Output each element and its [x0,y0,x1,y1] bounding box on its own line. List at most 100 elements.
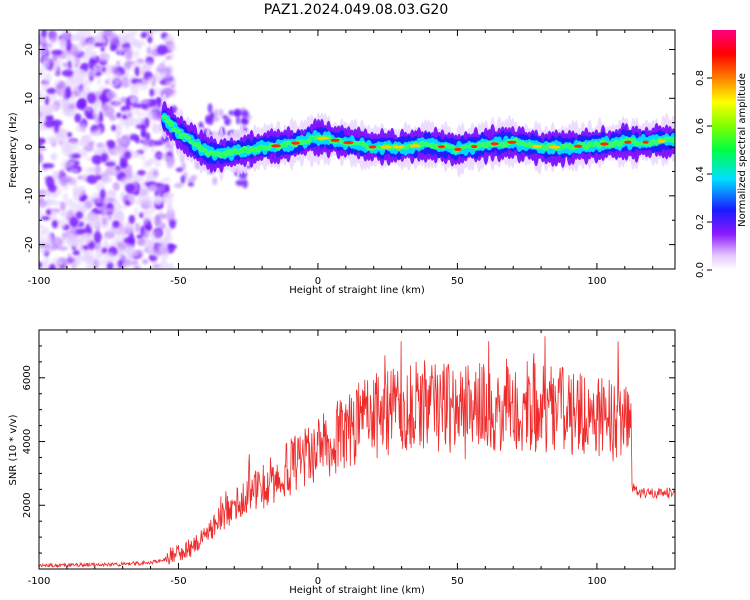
snr-ticks: -100 -50 0 50 100 2000 4000 6000 [22,329,675,587]
heatmap-noise-mark [111,124,117,132]
heatmap-noise-mark [145,171,153,182]
heatmap-noise-mark [152,121,157,132]
heatmap-noise-mark [104,251,116,264]
heatmap-noise-mark [141,155,146,161]
heatmap-noise-mark [54,71,61,77]
heatmap-peak-mark [271,144,281,148]
heatmap-noise-mark [134,172,145,184]
snr-ytick-label: 4000 [22,429,33,454]
heatmap-noise-mark [121,114,128,120]
snr-ytick-label: 2000 [22,493,33,518]
snr-xtick-label: 50 [451,576,464,587]
heatmap-noise-mark [41,43,53,48]
heatmap-noise-mark [55,218,67,230]
heatmap-noise-mark [125,221,135,230]
heatmap-noise-mark [146,159,153,166]
heatmap-noise-mark [81,232,93,244]
heatmap-noise-mark [60,38,67,50]
heatmap-noise-mark [72,249,81,256]
heatmap-noise-mark [88,71,95,78]
heatmap-noise-mark [39,114,45,125]
heatmap-noise-mark [94,98,101,108]
heatmap-peak-mark [624,140,632,144]
heatmap-noise-mark [128,232,135,243]
heatmap-noise-mark [51,236,63,249]
heatmap-peak-mark [291,141,300,145]
heatmap-noise-mark [61,69,74,77]
heatmap-noise-mark [116,241,127,250]
heatmap-noise-mark [116,60,121,67]
heatmap-noise-mark [144,116,150,129]
heatmap-noise-mark [39,110,43,118]
heatmap-noise-mark [134,136,140,144]
heatmap-noise-mark [116,253,126,263]
heatmap-ytick-label: -20 [24,236,35,252]
heatmap-noise-mark [134,66,140,77]
heatmap-noise-mark [152,112,163,121]
snr-xtick-label: -100 [28,576,51,587]
heatmap-ridge-mark [449,144,456,150]
heatmap-noise-mark [153,243,159,254]
heatmap-noise-mark [146,220,152,231]
heatmap-noise-mark [165,45,178,52]
heatmap-noise-mark [159,178,166,185]
heatmap-ytick-label: -10 [24,188,35,204]
heatmap-noise-mark [101,174,112,184]
heatmap-noise-mark [43,106,53,117]
heatmap-noise-mark [96,259,108,267]
heatmap-noise-mark [157,64,164,70]
heatmap-noise-mark [39,230,47,235]
heatmap-noise-mark [141,258,149,265]
heatmap-noise-mark [106,190,116,198]
heatmap-noise-mark [157,184,166,193]
heatmap-transition-mark [212,176,218,186]
heatmap-transition-mark [190,174,198,181]
colorbar-tick-label: 0.2 [695,214,706,230]
heatmap-noise-mark [59,168,65,178]
heatmap-transition-mark [214,108,219,118]
heatmap-ridge-mark [305,138,312,144]
heatmap-noise-mark [63,97,70,109]
heatmap-noise-mark [93,64,98,76]
heatmap-noise-mark [133,60,140,65]
heatmap-noise-mark [150,147,156,153]
heatmap-noise-mark [51,257,64,266]
heatmap-noise-mark [86,156,92,162]
heatmap-noise-mark [142,140,153,148]
heatmap-noise-mark [103,237,109,250]
heatmap-noise-mark [118,259,123,269]
heatmap-noise-mark [67,253,72,265]
heatmap-noise-mark [166,197,174,207]
heatmap-noise-mark [94,42,104,47]
heatmap-noise-mark [77,201,88,214]
heatmap-noise-mark [85,261,91,269]
heatmap-noise-mark [108,33,119,46]
heatmap-noise-mark [91,197,103,203]
colorbar: 0.0 0.2 0.4 0.6 0.8 Normalized spectral ampl… [695,30,748,278]
heatmap-peak-mark [343,141,354,145]
heatmap-noise-mark [39,35,45,45]
heatmap-noise-mark [108,82,119,88]
heatmap-noise-mark [155,220,161,228]
heatmap-peak-mark [380,145,392,149]
heatmap-noise-mark [169,219,176,229]
heatmap-xtick-label: -50 [170,276,186,287]
heatmap-transition-mark [180,174,186,184]
heatmap-noise-mark [113,147,124,157]
colorbar-tick-label: 0.8 [695,70,706,86]
heatmap-ridge-mark [174,128,182,134]
heatmap-noise-mark [123,60,132,70]
heatmap-noise-mark [65,233,74,244]
colorbar-tick-label: 0.4 [695,166,706,182]
heatmap-ridge-mark [161,115,168,120]
heatmap-noise-mark [123,151,132,160]
heatmap-noise-mark [137,42,142,51]
heatmap-noise-mark [42,77,50,89]
heatmap-noise-mark [154,161,162,167]
heatmap-noise-mark [135,124,147,130]
heatmap-noise-mark [148,183,158,193]
heatmap-noise-mark [143,60,154,70]
heatmap-noise-mark [137,170,146,176]
